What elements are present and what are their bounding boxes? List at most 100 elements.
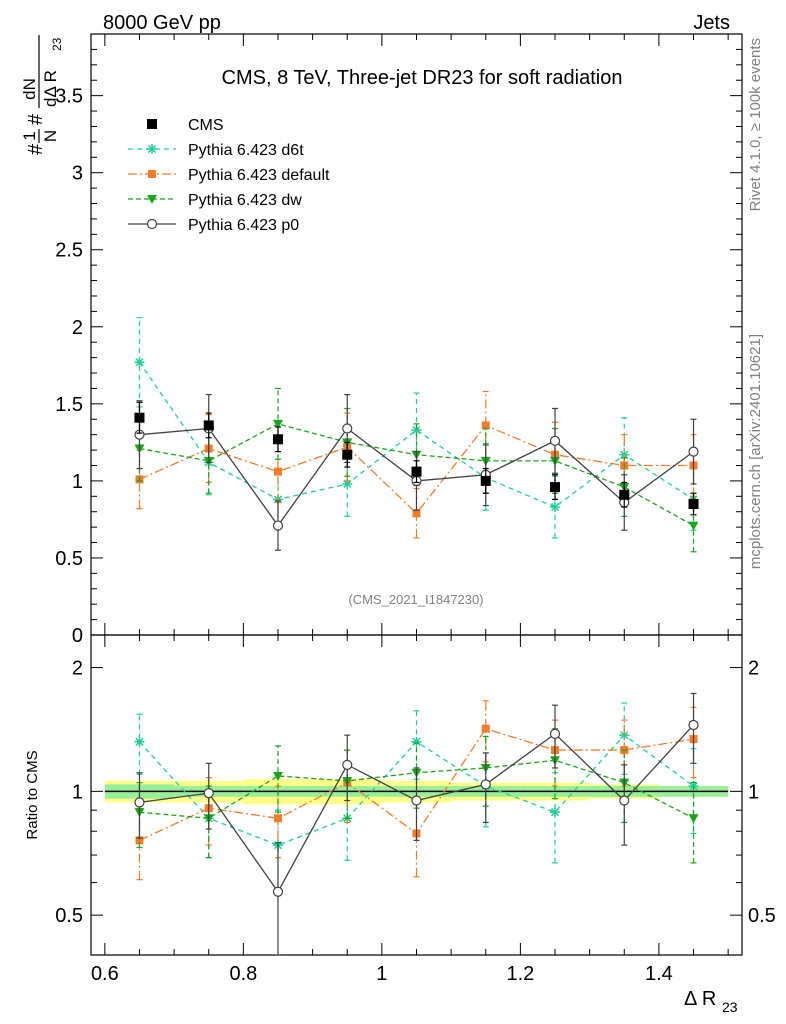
mcplots-label: mcplots.cern.ch [arXiv:2401.10621] — [747, 334, 764, 569]
process-label: Jets — [693, 12, 730, 34]
main-pythia-6-423-d6t-point — [134, 357, 145, 368]
ratio-pythia-6-423-p0-point — [480, 779, 491, 790]
chart-title: CMS, 8 TeV, Three-jet DR23 for soft radi… — [222, 67, 623, 89]
ratio-pythia-6-423-default-point — [273, 814, 282, 823]
main-pythia-6-423-d6t-line — [138, 361, 694, 508]
ratio-pythia-6-423-p0-point — [549, 728, 561, 739]
ratio-panel: 0.5 0.5 1 1 2 2 0.6 0.8 1 1.2 1.4 — [55, 634, 776, 985]
ratio-pythia-6-423-dw-point — [688, 814, 699, 824]
svg-text:23: 23 — [50, 37, 64, 51]
energy-label: 8000 GeV pp — [103, 12, 221, 34]
ratio-pythia-6-423-p0-point — [619, 795, 630, 806]
main-y-tick-label: 1 — [72, 471, 83, 493]
ratio-pythia-6-423-d6t-point-stroke — [620, 731, 629, 740]
main-cms-series — [134, 401, 699, 516]
main-pythia-6-423-p0-point — [272, 520, 284, 531]
ratio-pythia-6-423-p0-point — [203, 788, 214, 799]
ratio-x-tick-label: 1 — [376, 963, 387, 985]
main-y-tick-label: 3.5 — [55, 86, 83, 108]
ratio-pythia-6-423-p0-point — [342, 759, 353, 770]
main-y-tick-label: 0.5 — [55, 548, 83, 570]
svg-text:#: # — [25, 113, 47, 125]
main-y-tick-label: 2 — [72, 317, 83, 339]
ratio-x-tick-label: 0.6 — [91, 963, 119, 985]
ratio-pythia-6-423-p0-point — [272, 886, 284, 897]
ratio-pythia-6-423-d6t-point-stroke — [135, 737, 144, 746]
main-y-tick-label: 3 — [72, 163, 83, 185]
ratio-pythia-6-423-d6t-point-stroke — [412, 737, 421, 746]
legend: CMS Pythia 6.423 d6t Pythia 6.423 default P… — [128, 117, 330, 234]
ratio-pythia-6-423-d6t-point — [134, 736, 145, 747]
ratio-x-tick-label: 0.8 — [229, 963, 257, 985]
main-y-tick-label: 2.5 — [55, 240, 83, 262]
main-pythia-6-423-default-point — [481, 421, 490, 430]
main-cms-point — [134, 412, 145, 423]
ratio-y-tick-label-right: 1 — [748, 781, 759, 803]
legend-marker — [146, 218, 158, 230]
legend-marker — [147, 144, 157, 154]
ratio-pythia-6-423-d6t-point-stroke — [550, 808, 560, 817]
ratio-pythia-6-423-d6t-point — [411, 736, 422, 747]
main-cms-point — [688, 499, 699, 510]
main-pythia-6-423-p0-point — [688, 446, 699, 457]
legend-entry: Pythia 6.423 d6t — [188, 142, 304, 159]
main-cms-point — [342, 449, 353, 460]
ratio-pythia-6-423-d6t-point — [550, 807, 561, 818]
legend-entry: Pythia 6.423 default — [188, 167, 330, 184]
legend-marker — [148, 170, 156, 178]
main-ylabel: # 1 N # dN dΔ R 23 — [20, 35, 64, 155]
ratio-pythia-6-423-default-point — [135, 836, 144, 845]
main-pythia-6-423-default-point — [273, 467, 282, 476]
ratio-x-tick-label: 1.4 — [645, 963, 673, 985]
svg-text:Δ R: Δ R — [684, 988, 716, 1010]
ratio-x-tick-label: 1.2 — [506, 963, 534, 985]
rivet-label: Rivet 4.1.0, ≥ 100k events — [747, 38, 764, 211]
ratio-pythia-6-423-p0-series — [134, 692, 699, 956]
main-panel: 0 0.5 1 1.5 2 2.5 3 3.5 CMS Pythia 6.423 d6t Pythi… — [55, 33, 743, 647]
ratio-pythia-6-423-p0-point — [688, 719, 699, 731]
main-pythia-6-423-d6t-point-stroke — [412, 425, 421, 435]
main-pythia-6-423-default-point — [412, 509, 421, 518]
ratio-pythia-6-423-p0-point — [134, 797, 145, 808]
legend-entry: Pythia 6.423 p0 — [188, 217, 299, 234]
main-cms-point — [272, 434, 283, 445]
svg-text:#: # — [25, 143, 47, 155]
ratio-pythia-6-423-dw-point — [272, 771, 283, 781]
legend-entry: Pythia 6.423 dw — [188, 192, 302, 209]
legend-entry: CMS — [188, 117, 224, 134]
main-y-tick-label: 1.5 — [55, 394, 83, 416]
main-cms-point — [550, 482, 561, 493]
ratio-y-tick-label-right: 2 — [748, 658, 759, 680]
ratio-y-tick-label: 0.5 — [55, 905, 83, 927]
ratio-pythia-6-423-p0-point — [411, 795, 422, 806]
x-axis-label: Δ R 23 — [684, 988, 738, 1015]
svg-text:dN: dN — [20, 78, 39, 100]
main-cms-point — [480, 475, 491, 486]
legend-marker — [147, 119, 157, 129]
legend-marker-stroke — [147, 144, 157, 154]
analysis-tag: (CMS_2021_I1847230) — [348, 592, 483, 607]
svg-text:1: 1 — [20, 131, 39, 140]
svg-text:N: N — [41, 130, 60, 142]
svg-text:dΔ R: dΔ R — [41, 70, 60, 107]
ratio-y-tick-label: 2 — [72, 658, 83, 680]
main-y-tick-label: 0 — [72, 625, 83, 647]
svg-text:23: 23 — [722, 999, 738, 1015]
ratio-ylabel: Ratio to CMS — [24, 750, 41, 839]
main-cms-point — [203, 420, 214, 431]
ratio-y-tick-label-right: 0.5 — [748, 905, 776, 927]
main-pythia-6-423-d6t-point-stroke — [550, 503, 560, 512]
main-pythia-6-423-p0-point — [549, 435, 561, 446]
main-cms-point — [411, 466, 422, 477]
ratio-y-tick-label: 1 — [72, 781, 83, 803]
main-cms-point — [619, 489, 630, 500]
main-pythia-6-423-d6t-point-stroke — [135, 358, 144, 367]
legend-marker — [147, 195, 157, 204]
ratio-pythia-6-423-default-point — [481, 724, 490, 733]
main-pythia-6-423-dw-point — [688, 521, 699, 531]
main-pythia-6-423-dw-point — [272, 419, 283, 429]
main-pythia-6-423-p0-point — [342, 423, 353, 434]
main-pythia-6-423-d6t-point — [550, 502, 561, 513]
main-pythia-6-423-d6t-point-stroke — [343, 479, 352, 489]
